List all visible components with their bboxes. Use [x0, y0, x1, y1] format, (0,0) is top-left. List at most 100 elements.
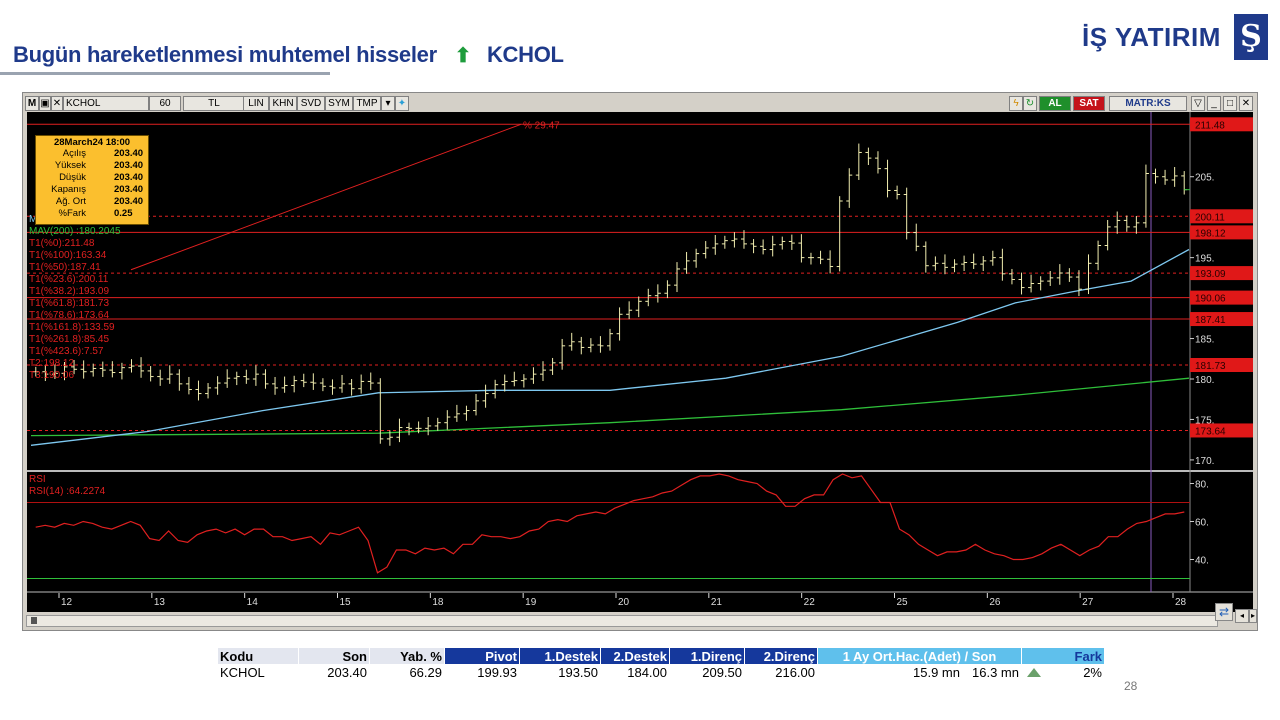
header-volume: 1 Ay Ort.Hac.(Adet) / Son — [817, 648, 1022, 664]
fib-label: T1(%100):163.34 — [29, 250, 107, 261]
brand-logo: İŞ YATIRIM Ş — [1082, 14, 1268, 60]
scroll-left-button[interactable]: ◂ — [1235, 609, 1249, 623]
fib-label: T1(%0):211.48 — [29, 238, 95, 249]
fib-label: T3:190.06 — [29, 370, 74, 381]
x-tick-label: 21 — [711, 597, 723, 608]
x-tick-label: 19 — [525, 597, 537, 608]
header-direnc1: 1.Direnç — [669, 648, 745, 664]
price-label: 198.12 — [1195, 228, 1226, 239]
svd-button[interactable]: SVD — [297, 96, 325, 111]
scroll-right-button[interactable]: ▸ — [1249, 609, 1257, 623]
ohlc-row: Kapanış 203.40 — [36, 184, 148, 196]
symbol-field[interactable]: KCHOL — [63, 96, 149, 111]
price-label-box — [1190, 209, 1253, 224]
ohlc-rows: Açılış 203.40 Yüksek 203.40 Düşük 203.40 Kapan… — [36, 148, 148, 220]
x-tick-label: 20 — [618, 597, 630, 608]
dropdown-arrow-icon[interactable]: ▾ — [381, 96, 395, 111]
x-tick-label: 26 — [989, 597, 1001, 608]
price-label-box — [1190, 225, 1253, 240]
dropdown-icon[interactable]: ▽ — [1191, 96, 1205, 111]
scroll-left-icon[interactable] — [31, 617, 37, 624]
logo-seal-icon: Ş — [1234, 14, 1268, 60]
chart-background — [27, 112, 1253, 612]
menu-icon[interactable]: ▣ — [39, 96, 51, 111]
ohlc-row: Açılış 203.40 — [36, 148, 148, 160]
currency-button[interactable]: TL — [183, 96, 245, 111]
y-tick-label: 195. — [1195, 254, 1214, 265]
mav200-label: MAV(200) :180.2045 — [29, 226, 121, 237]
ohlc-value: 0.25 — [114, 208, 133, 219]
header-pivot: Pivot — [444, 648, 520, 664]
lightning-icon[interactable]: ϟ — [1009, 96, 1023, 111]
fib-label: T1(%261.8):85.45 — [29, 334, 109, 345]
chart-toolbar: M ▣ ✕ KCHOL 60 TL LIN KHN SVD SYM TMP ▾ … — [25, 96, 1255, 111]
x-tick-label: 13 — [154, 597, 166, 608]
ohlc-value: 203.40 — [114, 148, 144, 159]
close-icon[interactable]: ✕ — [51, 96, 63, 111]
price-label: 173.64 — [1195, 426, 1226, 437]
fib-label: T1(%78.6):173.64 — [29, 310, 109, 321]
fib-label: T1(%50):187.41 — [29, 262, 101, 273]
refresh-icon[interactable]: ↻ — [1023, 96, 1037, 111]
sell-button[interactable]: SAT — [1073, 96, 1105, 111]
menu-button[interactable]: M — [25, 96, 39, 111]
ohlc-row: %Fark 0.25 — [36, 208, 148, 220]
matriks-logo: MATR:KS — [1109, 96, 1187, 111]
fib-label: T1(%38.2):193.09 — [29, 286, 109, 297]
header-son: Son — [298, 648, 370, 664]
ohlc-date: 28March24 18:00 — [53, 137, 131, 148]
price-label: 190.06 — [1195, 294, 1226, 305]
mav200-line — [30, 377, 1190, 437]
price-label: 200.11 — [1195, 212, 1225, 223]
price-label: 187.41 — [1195, 315, 1226, 326]
sync-icon[interactable]: ⇄ — [1215, 603, 1233, 621]
ohlc-value: 203.40 — [114, 184, 144, 195]
rsi-title: RSI — [29, 474, 46, 485]
window-close-icon[interactable]: ✕ — [1239, 96, 1253, 111]
cell-destek2: 184.00 — [600, 664, 670, 680]
maximize-icon[interactable]: □ — [1223, 96, 1237, 111]
cell-direnc2: 216.00 — [744, 664, 818, 680]
twitter-icon[interactable]: ✦ — [395, 96, 409, 111]
khn-button[interactable]: KHN — [269, 96, 297, 111]
tmp-button[interactable]: TMP — [353, 96, 381, 111]
ohlc-value: 203.40 — [114, 196, 144, 207]
ohlc-value: 203.40 — [114, 172, 144, 183]
cell-pivot: 199.93 — [444, 664, 520, 680]
price-label-box — [1190, 117, 1253, 132]
price-label-box — [1190, 312, 1253, 327]
y-tick-label: 170. — [1195, 456, 1214, 467]
summary-table: Kodu Son Yab. % Pivot 1.Destek 2.Destek … — [218, 648, 1105, 680]
x-tick-label: 12 — [61, 597, 73, 608]
period-button[interactable]: 60 — [149, 96, 181, 111]
rsi-tick-label: 80. — [1195, 480, 1209, 491]
fib-label: T2:198.12 — [29, 358, 74, 369]
lin-button[interactable]: LIN — [243, 96, 269, 111]
ohlc-key: Yüksek — [54, 160, 86, 171]
buy-button[interactable]: AL — [1039, 96, 1071, 111]
ticker-label: KCHOL — [486, 42, 564, 67]
x-tick-label: 15 — [340, 597, 352, 608]
x-tick-label: 14 — [247, 597, 259, 608]
horizontal-scrollbar[interactable] — [26, 615, 1218, 627]
ohlc-key: Kapanış — [51, 184, 86, 195]
cell-avg-volume: 15.9 mn — [817, 664, 963, 680]
ohlc-key: %Fark — [58, 208, 86, 219]
logo-text: İŞ YATIRIM — [1082, 22, 1221, 52]
minimize-icon[interactable]: _ — [1207, 96, 1221, 111]
cell-fark: 2% — [1046, 664, 1105, 680]
header-fark: Fark — [1021, 648, 1105, 664]
y-tick-label: 205. — [1195, 173, 1214, 184]
price-label: 193.09 — [1195, 269, 1226, 280]
header-kodu: Kodu — [218, 648, 299, 664]
fib-label: T1(%61.8):181.73 — [29, 298, 109, 309]
price-label-box — [1190, 423, 1253, 438]
fib-label: T1(%423.6):7.57 — [29, 346, 104, 357]
ohlc-value: 203.40 — [114, 160, 144, 171]
sym-button[interactable]: SYM — [325, 96, 353, 111]
x-tick-label: 22 — [804, 597, 816, 608]
ohlc-key: Ağ. Ort — [55, 196, 86, 207]
x-tick-label: 18 — [432, 597, 444, 608]
fib-label: T1(%161.8):133.59 — [29, 322, 115, 333]
price-label-box — [1190, 290, 1253, 305]
